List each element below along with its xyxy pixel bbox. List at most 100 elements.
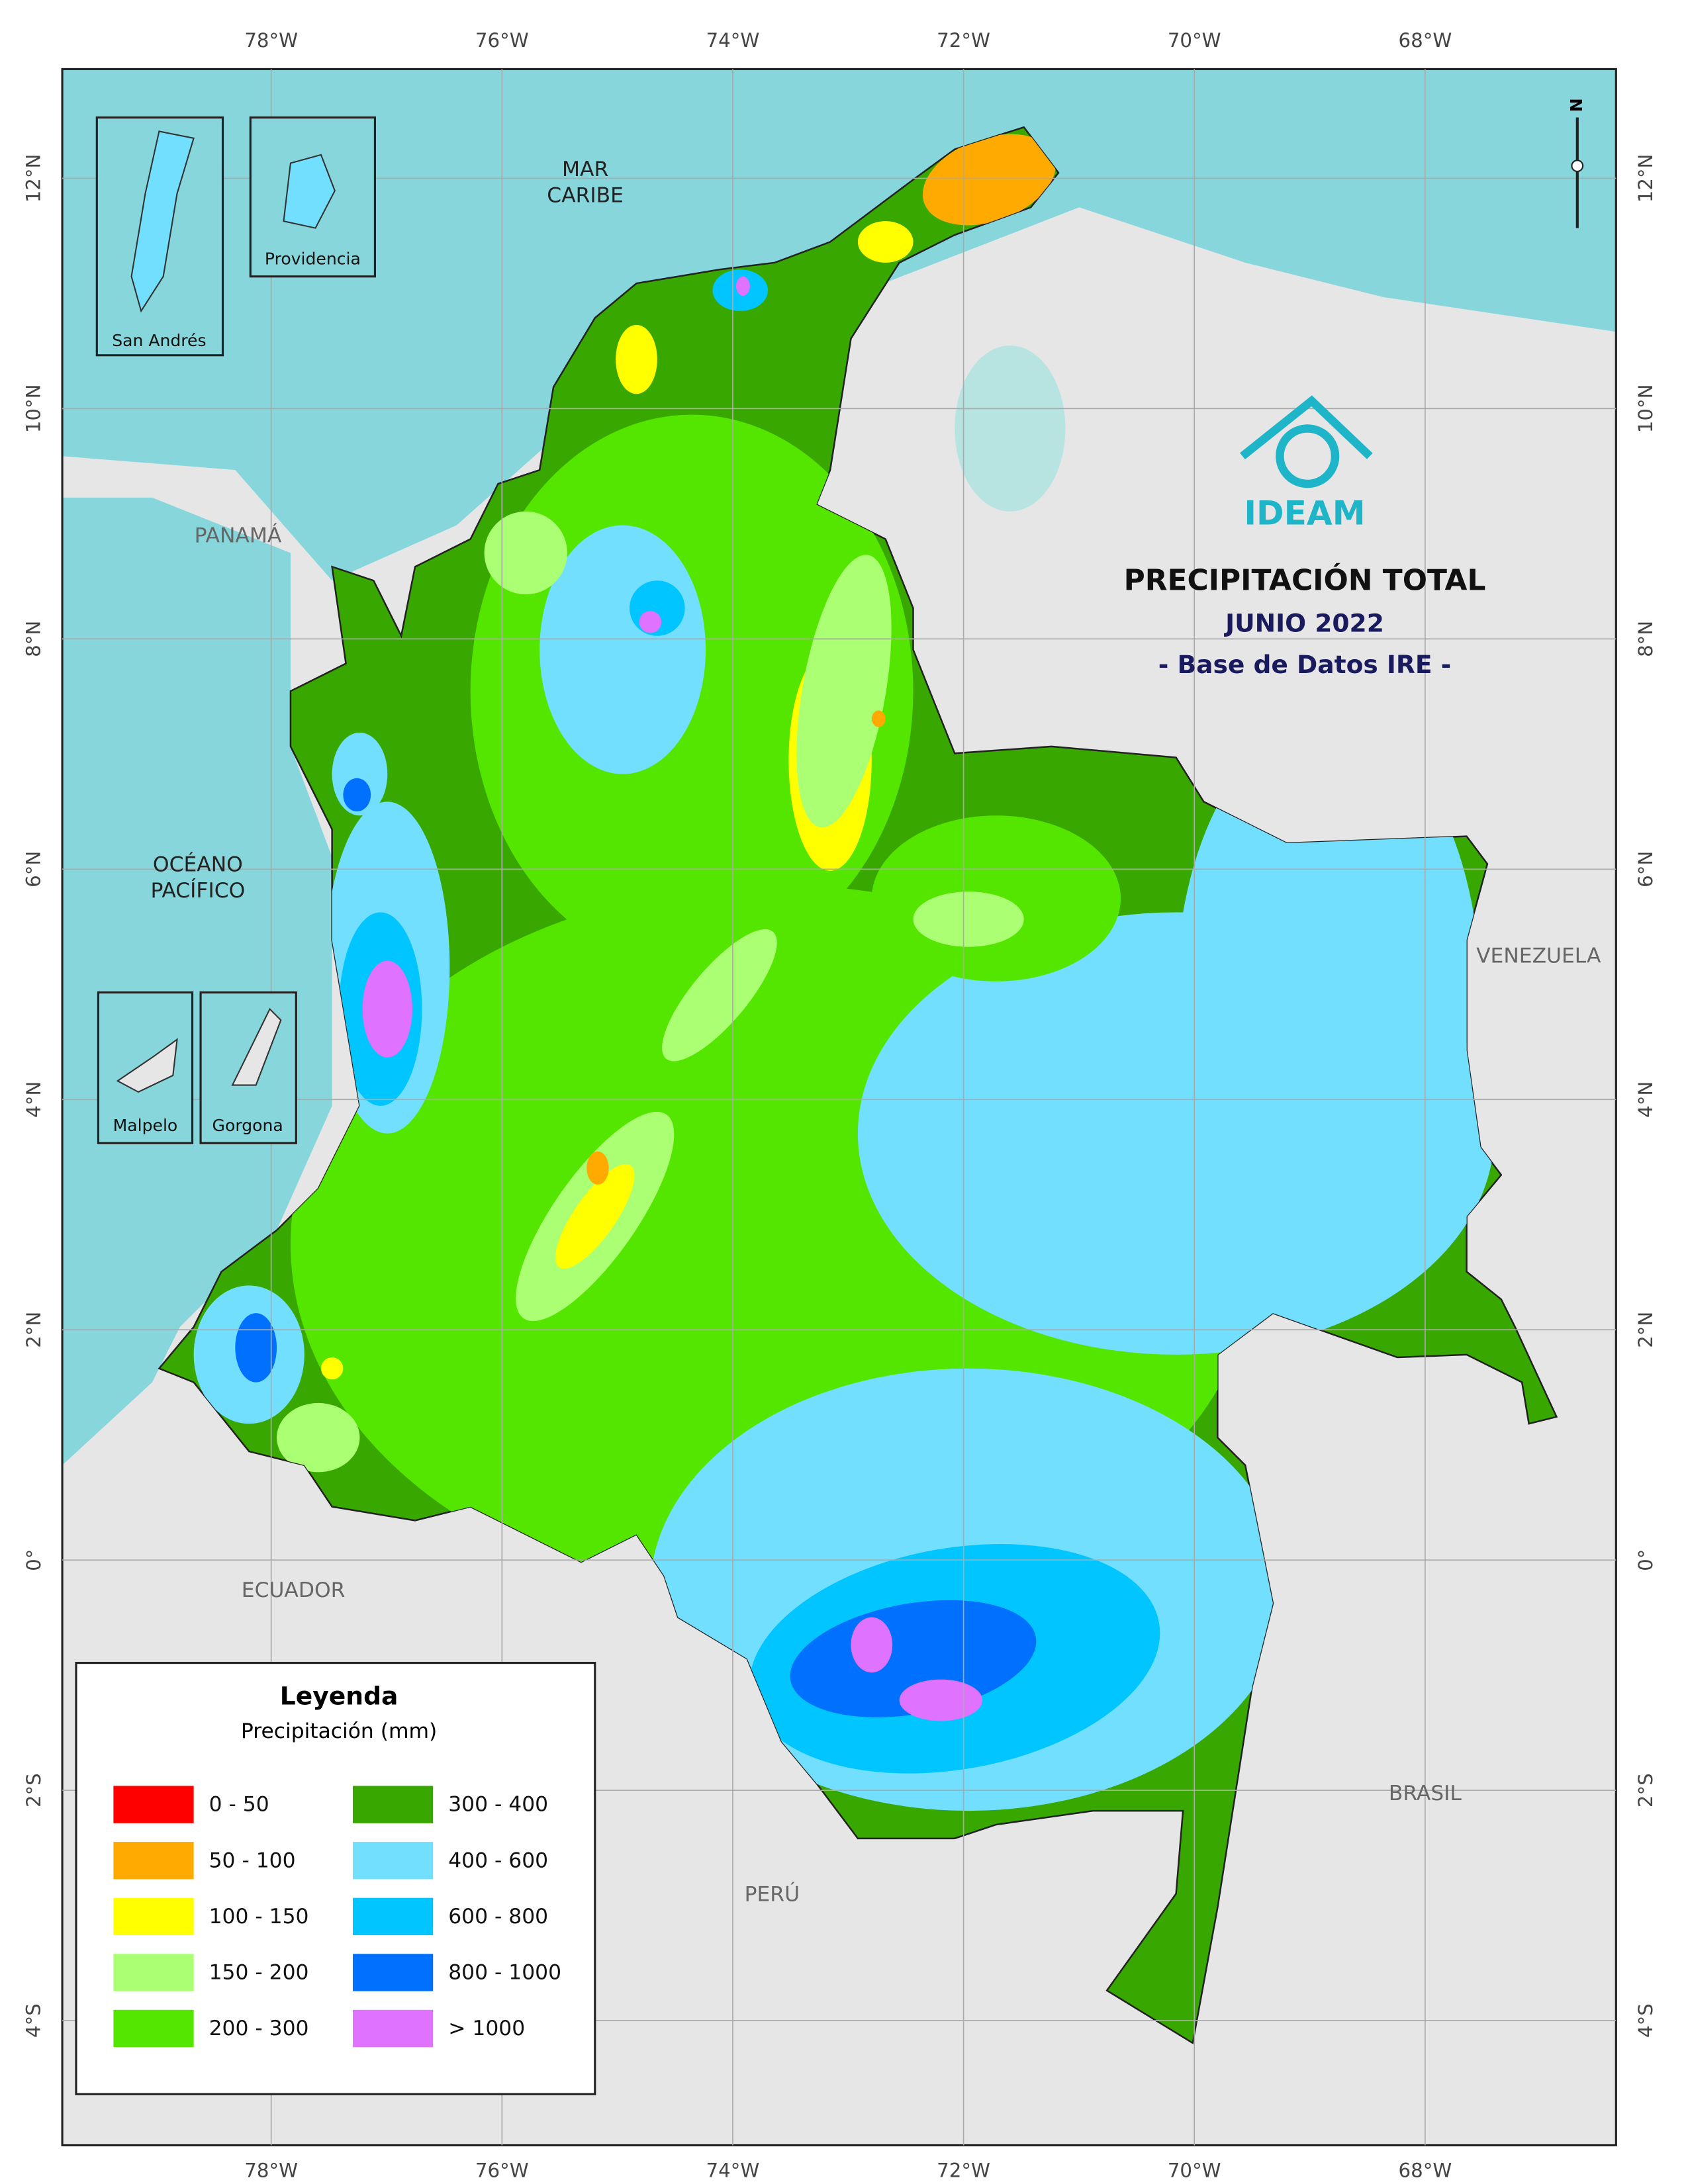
precip-zone	[796, 555, 892, 828]
north-arrow-hub	[1571, 159, 1584, 173]
place-label: BRASIL	[1389, 1782, 1462, 1805]
lon-label: 70°W	[1168, 29, 1221, 52]
precip-zone	[235, 1313, 277, 1383]
place-label: ECUADOR	[242, 1578, 346, 1602]
place-label: PACÍFICO	[151, 878, 246, 903]
legend-label: 300 - 400	[448, 1793, 548, 1817]
lon-label: 74°W	[706, 29, 760, 52]
legend-label: 800 - 1000	[448, 1960, 561, 1984]
precip-zone	[586, 1151, 609, 1185]
logo-swirl	[1276, 424, 1340, 488]
legend-swatch	[352, 1786, 434, 1823]
place-label: VENEZUELA	[1476, 944, 1601, 968]
legend-title: Leyenda	[280, 1681, 399, 1710]
precip-zone	[320, 1357, 344, 1380]
lat-label: 8°N	[1634, 621, 1657, 657]
place-label: MAR	[562, 158, 608, 181]
lon-label: 72°W	[937, 29, 990, 52]
precip-zone	[616, 324, 657, 394]
precip-zone	[735, 276, 750, 296]
lat-label: 2°S	[1634, 1773, 1657, 1807]
lat-label: 10°N	[23, 385, 45, 433]
title: PRECIPITACIÓN TOTAL	[1124, 562, 1486, 597]
lat-label: 4°N	[1634, 1081, 1657, 1118]
sea	[62, 69, 1617, 1465]
precip-zone	[1176, 719, 1481, 1272]
place-label: CARIBE	[547, 184, 624, 208]
legend-swatch	[113, 1786, 194, 1823]
place-label: OCÉANO	[153, 851, 243, 876]
precip-zone	[851, 1617, 893, 1673]
lat-label: 4°S	[1634, 2003, 1657, 2038]
logo-text: IDEAM	[1244, 494, 1365, 533]
legend-swatch	[113, 1897, 194, 1936]
logo-roof	[1240, 395, 1373, 460]
lat-label: 2°N	[23, 1312, 45, 1348]
north-arrow: N	[1567, 98, 1586, 228]
legend-label: 100 - 150	[209, 1905, 309, 1929]
lon-label: 68°W	[1398, 29, 1452, 52]
inset-label: Gorgona	[212, 1116, 283, 1135]
legend: Leyenda Precipitación (mm) 0 - 50 50 - 10…	[75, 1662, 596, 2095]
legend-swatch	[113, 1842, 194, 1880]
subtitle: JUNIO 2022	[1223, 609, 1384, 638]
logo: IDEAM	[1240, 395, 1373, 533]
lon-label: 70°W	[1168, 2160, 1221, 2182]
precip-zone	[899, 1679, 983, 1721]
legend-label: 0 - 50	[209, 1793, 269, 1817]
lat-label: 0°	[1634, 1549, 1657, 1571]
precip-zone	[790, 1600, 1037, 1717]
precip-zone	[913, 891, 1024, 947]
insets	[95, 116, 377, 1144]
lon-label: 78°W	[244, 29, 298, 52]
lat-label: 12°N	[1634, 154, 1657, 203]
legend-label: 150 - 200	[209, 1960, 309, 1984]
lat-label: 10°N	[1634, 385, 1657, 433]
legend-swatch	[352, 1897, 434, 1936]
legend-label: 50 - 100	[209, 1848, 296, 1872]
island	[130, 130, 195, 313]
source: - Base de Datos IRE -	[1158, 650, 1451, 679]
lat-label: 2°S	[23, 1773, 45, 1807]
precip-zone	[857, 221, 914, 263]
precip-zone	[639, 611, 662, 633]
lat-label: 4°S	[23, 2003, 45, 2038]
inset-label: San Andrés	[112, 331, 206, 350]
precip-zone	[662, 929, 777, 1062]
legend-swatch	[113, 2009, 194, 2048]
lat-label: 4°N	[23, 1081, 45, 1118]
inset-label: Malpelo	[113, 1116, 178, 1135]
lon-label: 76°W	[475, 2160, 529, 2182]
legend-swatch	[113, 1954, 194, 1991]
precip-zones	[193, 134, 1495, 1811]
lat-label: 0°	[23, 1549, 45, 1571]
lat-label: 8°N	[23, 621, 45, 657]
lon-label: 74°W	[706, 2160, 760, 2182]
place-label: PERÚ	[745, 1880, 800, 1906]
legend-label: 200 - 300	[209, 2017, 309, 2040]
precip-zone	[484, 511, 567, 595]
precip-zone	[362, 960, 412, 1058]
lat-label: 6°N	[23, 851, 45, 887]
lake-maracaibo	[955, 345, 1066, 512]
legend-label: 400 - 600	[448, 1848, 548, 1872]
lat-label: 6°N	[1634, 851, 1657, 887]
island	[231, 1007, 282, 1086]
legend-label: 600 - 800	[448, 1905, 548, 1929]
island	[283, 154, 336, 229]
lat-label: 2°N	[1634, 1312, 1657, 1348]
island	[116, 1038, 178, 1093]
lat-label: 12°N	[23, 154, 45, 203]
legend-label: > 1000	[448, 2017, 525, 2040]
legend-swatch	[352, 1954, 434, 1991]
legend-swatch	[352, 2009, 434, 2048]
precip-zone	[922, 134, 1056, 226]
precip-zone	[277, 1402, 360, 1473]
lon-label: 78°W	[244, 2160, 298, 2182]
lon-label: 76°W	[475, 29, 529, 52]
lon-label: 72°W	[937, 2160, 990, 2182]
legend-swatch	[352, 1842, 434, 1880]
legend-subtitle: Precipitación (mm)	[241, 1719, 437, 1743]
